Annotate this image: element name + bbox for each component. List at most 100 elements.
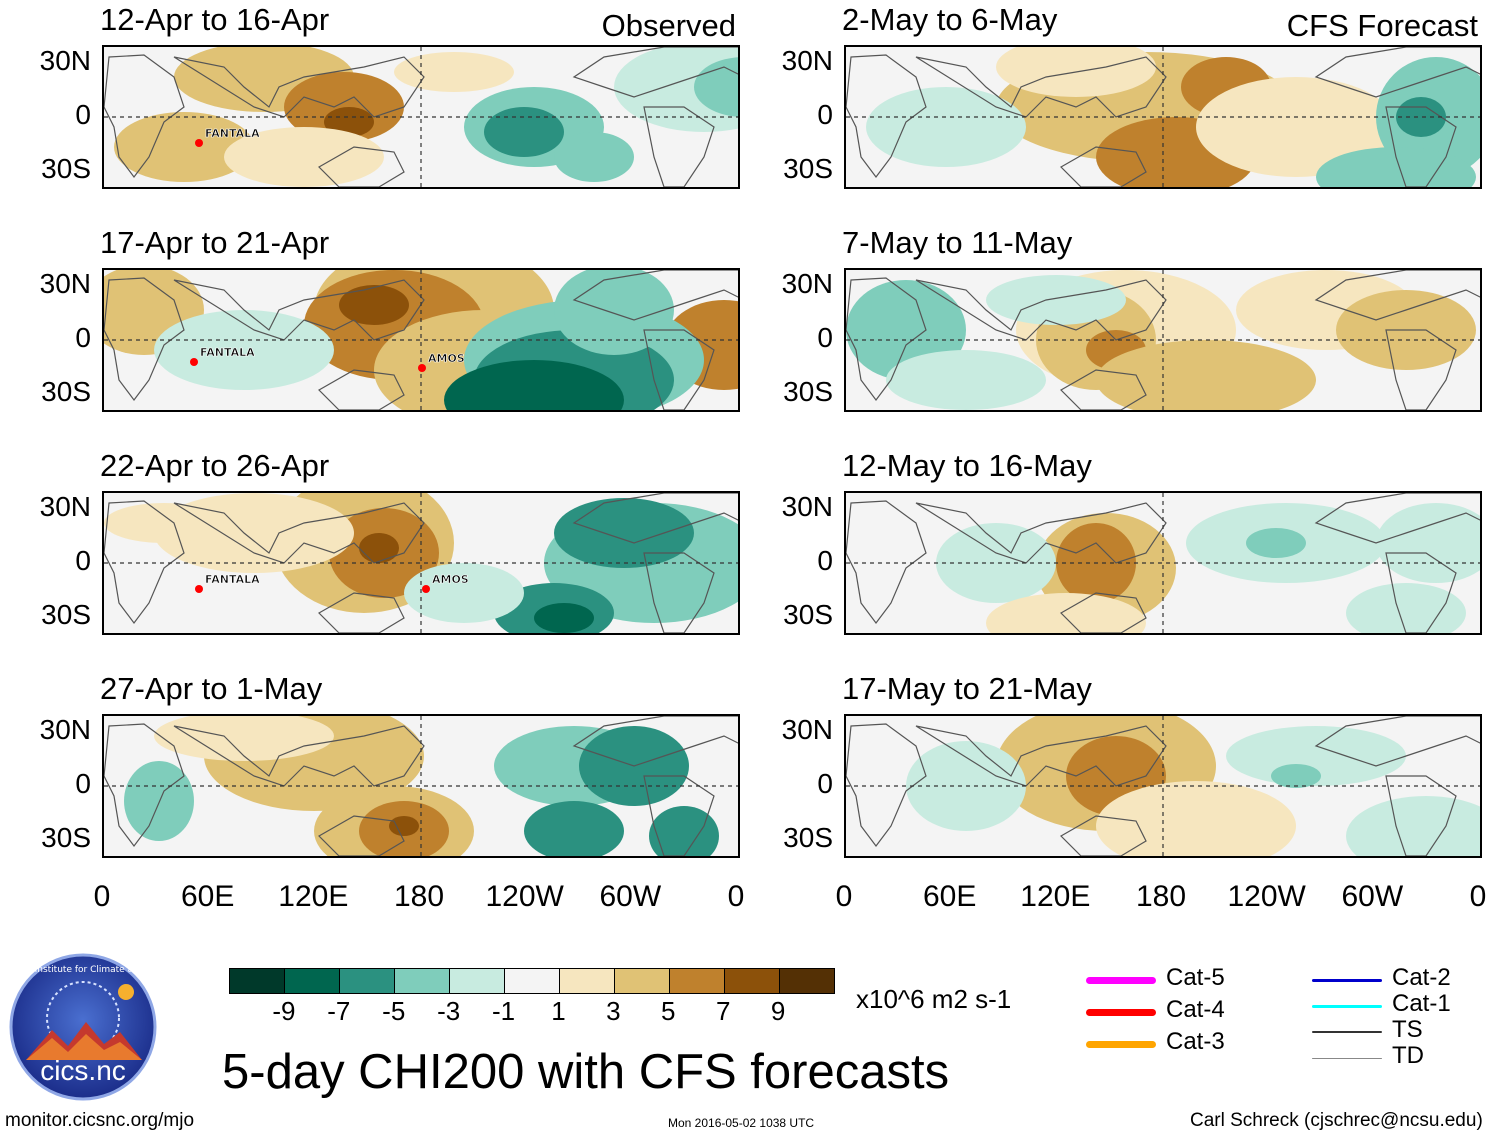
anomaly-contour: [986, 593, 1146, 633]
anomaly-contour: [534, 603, 594, 633]
coastline: [318, 146, 405, 187]
coastline: [846, 500, 927, 624]
coastline: [915, 56, 1167, 118]
colorbar-tick-label: 5: [661, 996, 676, 1026]
panel-title: 2-May to 6-May: [842, 2, 1058, 37]
anomaly-contour: [114, 112, 254, 182]
anomaly-contour: [154, 310, 334, 390]
legend-label: TS: [1392, 1016, 1423, 1043]
logo-text: cics.nc: [40, 1055, 126, 1086]
lat-label: 30S: [41, 153, 91, 184]
forecast-map: [844, 491, 1482, 635]
panel-title: 12-Apr to 16-Apr: [100, 2, 330, 37]
coastline: [318, 369, 405, 410]
anomaly-contour: [986, 275, 1126, 325]
legend-swatch: [1312, 1031, 1382, 1033]
colorbar-swatch: [615, 969, 670, 993]
anomaly-contour: [886, 350, 1046, 410]
coastline: [104, 723, 185, 847]
coastline: [1385, 552, 1457, 633]
observed-map: [102, 714, 740, 858]
coastline: [915, 502, 1167, 564]
legend-label: Cat-2: [1392, 964, 1451, 991]
anomaly-contour: [649, 806, 719, 856]
cics-logo: Cooperative Institute for Climate and Sa…: [0, 952, 189, 1102]
coastline: [1385, 106, 1457, 187]
lat-label: 30S: [41, 822, 91, 853]
lat-label: 0: [75, 768, 91, 799]
colorbar-swatch: [450, 969, 505, 993]
lon-label: 180: [1135, 880, 1187, 913]
coastline: [1060, 146, 1147, 187]
lat-label: 0: [75, 545, 91, 576]
colorbar-tick-label: -3: [437, 996, 461, 1026]
legend-item: Cat-5: [1086, 966, 1286, 994]
lon-label: 60W: [599, 880, 662, 913]
storm-track-point: [195, 139, 203, 147]
legend-label: Cat-4: [1166, 996, 1225, 1023]
colorbar-units: x10^6 m2 s-1: [856, 984, 1012, 1014]
lat-label: 30N: [39, 268, 91, 299]
coastline: [318, 592, 405, 633]
lon-label: 60E: [180, 880, 235, 913]
coastline: [643, 552, 715, 633]
coastline: [572, 716, 738, 767]
lat-label: 30N: [781, 714, 833, 745]
anomaly-contour: [1316, 147, 1476, 187]
panel-title: 17-May to 21-May: [842, 671, 1092, 706]
coastline: [643, 329, 715, 410]
legend-item: Cat-1: [1312, 992, 1510, 1020]
legend-item: Cat-2: [1312, 966, 1510, 994]
colorbar-tick-label: -1: [491, 996, 516, 1026]
legend-item: TD: [1312, 1044, 1510, 1072]
coastline: [173, 279, 425, 341]
lat-label: 30S: [783, 153, 833, 184]
colorbar-tick-label: 7: [715, 996, 731, 1026]
logo-ring-text: Cooperative Institute for Climate and Sa…: [8, 965, 158, 975]
coastline: [318, 815, 405, 856]
legend-swatch: [1086, 1040, 1156, 1048]
coastline: [173, 502, 425, 564]
colorbar-tick-label: 1: [551, 996, 566, 1026]
legend-item: Cat-4: [1086, 998, 1286, 1026]
colorbar-swatch: [560, 969, 615, 993]
coastline: [1314, 493, 1480, 544]
colorbar-swatch: [670, 969, 725, 993]
anomaly-contour: [394, 52, 514, 92]
anomaly-contour: [339, 285, 409, 325]
colorbar: [229, 968, 835, 994]
legend-label: Cat-5: [1166, 964, 1225, 991]
coastline: [1385, 329, 1457, 410]
panel-title: 22-Apr to 26-Apr: [100, 448, 330, 483]
colorbar-swatch: [230, 969, 285, 993]
anomaly-contour: [1346, 796, 1480, 856]
storm-label: AMOS: [428, 352, 465, 365]
lon-label: 0: [1469, 880, 1487, 913]
coastline: [1060, 815, 1147, 856]
coastline: [1060, 592, 1147, 633]
coastline: [572, 270, 738, 321]
anomaly-contour: [1226, 726, 1406, 786]
anomaly-contour: [224, 127, 384, 187]
anomaly-contour: [444, 360, 624, 410]
observed-map: FANTALA AMOS: [102, 491, 740, 635]
observed-tag: Observed: [601, 8, 736, 43]
anomaly-contour: [1096, 340, 1316, 410]
colorbar-swatch: [505, 969, 560, 993]
storm-label: FANTALA: [205, 127, 260, 140]
anomaly-contour: [554, 498, 694, 568]
colorbar-tick-label: 9: [770, 996, 786, 1026]
storm-track-point: [418, 364, 426, 372]
legend-label: Cat-3: [1166, 1028, 1225, 1055]
coastline: [104, 277, 185, 401]
coastline: [643, 775, 715, 856]
observed-map: FANTALA AMOS: [102, 268, 740, 412]
forecast-map: [844, 45, 1482, 189]
coastline: [846, 723, 927, 847]
anomaly-contour: [389, 816, 419, 836]
legend-swatch: [1086, 1008, 1156, 1016]
storm-label: AMOS: [432, 573, 469, 586]
lon-label: 60E: [922, 880, 977, 913]
lon-label: 120W: [485, 880, 564, 913]
lat-label: 30N: [781, 491, 833, 522]
